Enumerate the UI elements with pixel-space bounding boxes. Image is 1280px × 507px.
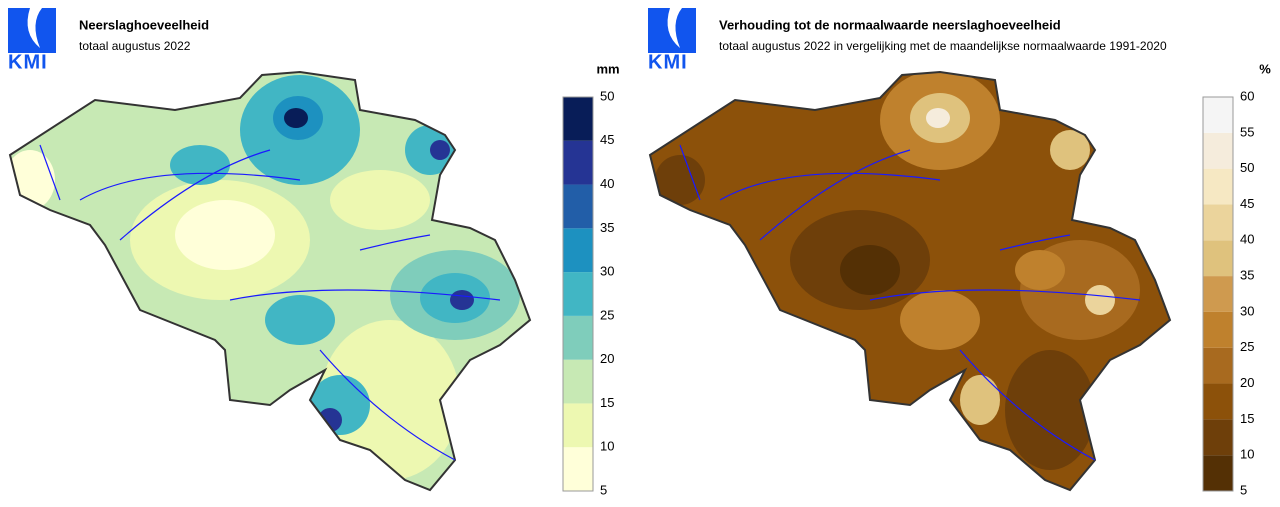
legend-bin [1203, 276, 1233, 312]
legend-bin [563, 359, 593, 404]
legend-tick: 10 [1240, 447, 1254, 462]
legend-tick: 15 [600, 395, 614, 410]
legend-bin [1203, 347, 1233, 384]
legend-bin [563, 272, 593, 316]
legend-bin [563, 97, 593, 141]
legend-tick: 25 [1240, 339, 1254, 354]
legend-bin [563, 228, 593, 273]
legend-bin [563, 447, 593, 491]
map [10, 72, 530, 490]
border [8, 70, 532, 492]
legend-tick: 30 [1240, 303, 1254, 318]
panel-rain: KMI Neerslaghoeveelheid totaal augustus … [8, 8, 532, 492]
legend-tick: 40 [600, 176, 614, 191]
legend-tick: 55 [1240, 124, 1254, 139]
legend-bin [563, 184, 593, 229]
legend-bin [1203, 240, 1233, 277]
legend-bin [1203, 311, 1233, 348]
legend-tick: 50 [600, 88, 614, 103]
legend-frame [562, 96, 594, 492]
border [648, 70, 1172, 492]
legend-tick: 20 [600, 351, 614, 366]
logo-text: KMI [648, 51, 688, 73]
legend-bin [563, 315, 593, 360]
map [650, 72, 1170, 490]
legend-tick: 50 [1240, 160, 1254, 175]
subtitle: totaal augustus 2022 in vergelijking met… [719, 39, 1167, 53]
legend-tick: 5 [1240, 482, 1247, 497]
legend-tick: 60 [1240, 88, 1254, 103]
legend-bin [1203, 383, 1233, 420]
legend-tick: 20 [1240, 375, 1254, 390]
panel-ratio: KMI Verhouding tot de normaalwaarde neer… [648, 8, 1172, 492]
legend-tick: 15 [1240, 411, 1254, 426]
title: Neerslaghoeveelheid [79, 17, 209, 32]
legend-bin [1203, 455, 1233, 491]
legend-unit: mm [596, 61, 619, 76]
legend-bin [1203, 97, 1233, 133]
logo-mark [8, 8, 56, 53]
rivers [39, 144, 501, 461]
logo-mark [648, 8, 696, 53]
title: Verhouding tot de normaalwaarde neerslag… [719, 17, 1061, 32]
legend-tick: 45 [1240, 196, 1254, 211]
rivers [679, 144, 1141, 461]
legend-tick: 40 [1240, 232, 1254, 247]
legend-frame [1202, 96, 1234, 492]
legend-tick: 25 [600, 307, 614, 322]
legend-tick: 45 [600, 132, 614, 147]
legend-bin [1203, 419, 1233, 456]
legend-bin [1203, 168, 1233, 205]
logo-text: KMI [8, 51, 48, 73]
legend-tick: 5 [600, 482, 607, 497]
legend-bin [563, 403, 593, 448]
subtitle: totaal augustus 2022 [79, 39, 191, 53]
legend-tick: 10 [600, 439, 614, 454]
legend-unit: % [1259, 61, 1271, 76]
legend-bin [1203, 204, 1233, 241]
legend-bin [563, 140, 593, 185]
legend-bin [1203, 132, 1233, 169]
legend-tick: 35 [1240, 268, 1254, 283]
legend-tick: 35 [600, 220, 614, 235]
legend-tick: 30 [600, 264, 614, 279]
